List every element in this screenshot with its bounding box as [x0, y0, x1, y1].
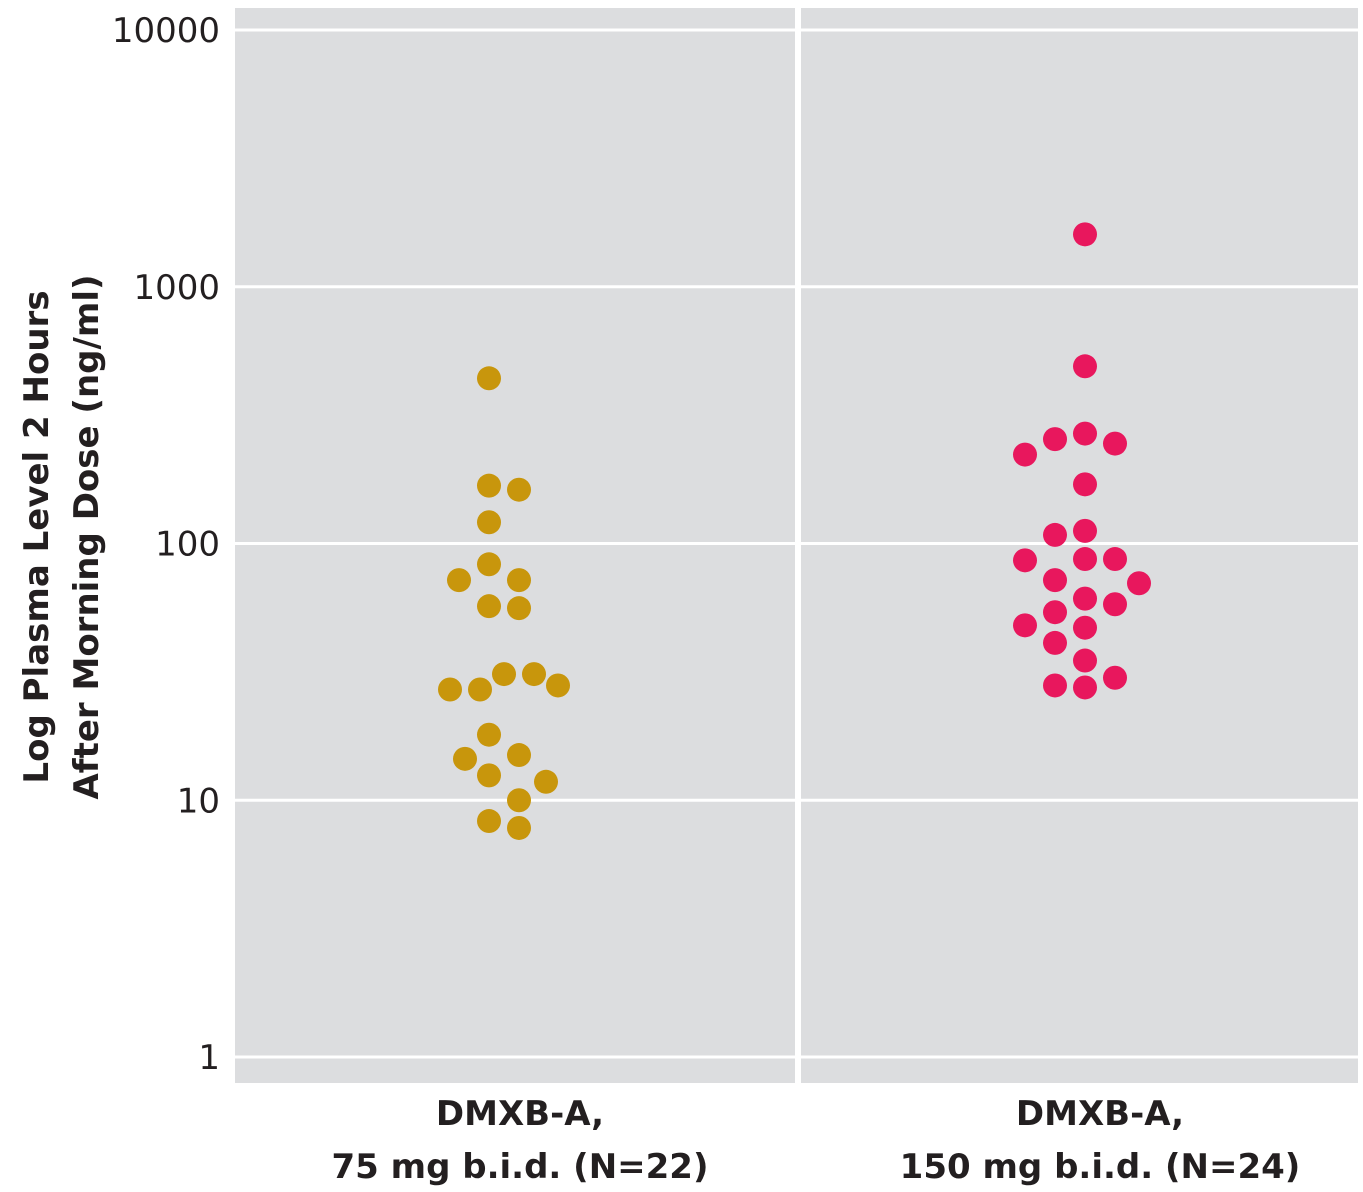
data-point-group1-4: [477, 510, 501, 535]
data-point-group2-18: [1013, 613, 1037, 638]
y-axis-title-line-1: Log Plasma Level 2 Hours: [17, 290, 57, 783]
data-points: [438, 222, 1151, 840]
data-point-group1-8: [477, 594, 501, 619]
y-tick-label-1: 1: [198, 1038, 220, 1078]
data-point-group2-15: [1073, 586, 1097, 611]
data-point-group1-2: [477, 473, 501, 498]
y-axis-title: Log Plasma Level 2 Hours After Morning D…: [17, 274, 107, 799]
data-point-group1-17: [507, 743, 531, 768]
data-point-group2-16: [1103, 592, 1127, 617]
data-point-group1-10: [492, 662, 516, 687]
data-point-group1-14: [546, 673, 570, 698]
y-tick-labels: 1 10 100 1000 10000: [112, 11, 220, 1078]
data-point-group2-3: [1043, 427, 1067, 452]
data-point-group2-6: [1013, 442, 1037, 467]
data-point-group1-6: [447, 568, 471, 593]
data-point-group1-15: [477, 722, 501, 747]
data-point-group2-9: [1073, 518, 1097, 543]
data-point-group2-7: [1073, 472, 1097, 497]
data-point-group2-11: [1073, 547, 1097, 572]
data-point-group1-11: [522, 662, 546, 687]
data-point-group1-21: [477, 809, 501, 834]
data-point-group1-22: [507, 815, 531, 840]
data-point-group2-5: [1103, 431, 1127, 456]
data-point-group2-20: [1043, 630, 1067, 655]
data-point-group1-13: [468, 677, 492, 702]
data-point-group1-5: [477, 552, 501, 577]
data-point-group2-14: [1127, 571, 1151, 596]
data-point-group1-20: [507, 788, 531, 813]
data-point-group2-19: [1073, 615, 1097, 640]
data-point-group2-17: [1043, 600, 1067, 625]
data-point-group2-23: [1043, 673, 1067, 698]
grid-lines: [235, 8, 1358, 1083]
data-point-group1-1: [477, 366, 501, 391]
data-point-group2-13: [1043, 568, 1067, 593]
data-point-group1-12: [438, 677, 462, 702]
category-label-2-line-1: DMXB-A,: [1016, 1094, 1184, 1134]
category-label-2-line-2: 150 mg b.i.d. (N=24): [900, 1147, 1301, 1187]
y-tick-label-10: 10: [177, 781, 220, 821]
data-point-group2-4: [1073, 421, 1097, 446]
data-point-group2-24: [1073, 675, 1097, 700]
y-tick-label-1000: 1000: [133, 268, 220, 308]
category-label-1-line-2: 75 mg b.i.d. (N=22): [331, 1147, 708, 1187]
data-point-group1-9: [507, 596, 531, 621]
data-point-group2-22: [1103, 665, 1127, 690]
data-point-group2-10: [1013, 548, 1037, 573]
data-point-group1-16: [453, 746, 477, 771]
data-point-group1-18: [477, 763, 501, 788]
data-point-group2-12: [1103, 547, 1127, 572]
data-point-group1-7: [507, 568, 531, 593]
data-point-group1-3: [507, 477, 531, 502]
y-tick-label-100: 100: [155, 525, 220, 565]
data-point-group1-19: [534, 769, 558, 794]
category-label-1-line-1: DMXB-A,: [436, 1094, 604, 1134]
data-point-group2-1: [1073, 222, 1097, 247]
y-tick-label-10000: 10000: [112, 11, 220, 51]
data-point-group2-2: [1073, 354, 1097, 379]
data-point-group2-21: [1073, 648, 1097, 673]
y-axis-title-line-2: After Morning Dose (ng/ml): [67, 274, 107, 799]
x-category-labels: DMXB-A, 75 mg b.i.d. (N=22) DMXB-A, 150 …: [331, 1094, 1300, 1187]
data-point-group2-8: [1043, 522, 1067, 547]
